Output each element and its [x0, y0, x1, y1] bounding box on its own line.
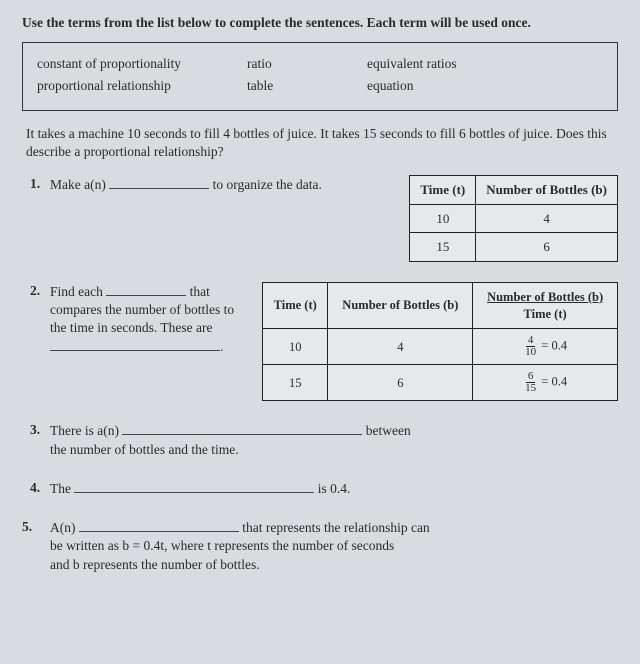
- table-cell: 6: [328, 365, 473, 401]
- table-cell: 15: [263, 365, 328, 401]
- question-1: 1. Make a(n) to organize the data. Time …: [22, 175, 618, 262]
- problem-statement: It takes a machine 10 seconds to fill 4 …: [22, 125, 618, 161]
- q2-period: .: [220, 339, 223, 354]
- term-cell: equation: [367, 77, 603, 95]
- q5-line3: and b represents the number of bottles.: [50, 557, 260, 572]
- q5-line2: be written as b = 0.4t, where t represen…: [50, 538, 394, 553]
- q4-pre: The: [50, 481, 71, 496]
- table-header: Number of Bottles (b): [476, 176, 618, 205]
- q1-pre: Make a(n): [50, 177, 106, 192]
- fill-blank[interactable]: [74, 479, 314, 493]
- table-row: 15 6 615 = 0.4: [263, 365, 618, 401]
- table-header: Time (t): [410, 176, 476, 205]
- table-cell: 4: [328, 329, 473, 365]
- item-number: 2.: [22, 282, 50, 402]
- fill-blank[interactable]: [106, 282, 186, 296]
- item-number: 5.: [22, 518, 50, 574]
- term-box: constant of proportionality ratio equiva…: [22, 42, 618, 110]
- table-cell: 4: [476, 204, 618, 233]
- table-row: 10 4: [410, 204, 618, 233]
- table-header: Number of Bottles (b): [328, 282, 473, 329]
- table-header: Time (t): [263, 282, 328, 329]
- term-cell: equivalent ratios: [367, 55, 603, 73]
- question-5: 5. A(n) that represents the relationship…: [22, 518, 618, 574]
- term-cell: table: [247, 77, 367, 95]
- question-2: 2. Find each that compares the number of…: [22, 282, 618, 402]
- q3-pre: There is a(n): [50, 423, 119, 438]
- table-row: 10 4 410 = 0.4: [263, 329, 618, 365]
- data-table-2: Time (t) Number of Bottles (b) Number of…: [262, 282, 618, 402]
- term-cell: proportional relationship: [37, 77, 247, 95]
- instructions-text: Use the terms from the list below to com…: [22, 14, 618, 32]
- table-cell: 615 = 0.4: [473, 365, 618, 401]
- data-table-1: Time (t) Number of Bottles (b) 10 4 15 6: [409, 175, 618, 262]
- table-cell: 10: [410, 204, 476, 233]
- item-number: 4.: [22, 479, 50, 498]
- q5-pre: A(n): [50, 520, 76, 535]
- q2-text: compares the number of bottles to the ti…: [50, 302, 234, 335]
- q3-line2: the number of bottles and the time.: [50, 442, 239, 457]
- fill-blank[interactable]: [109, 175, 209, 189]
- q2-text: that: [190, 284, 210, 299]
- table-header: Number of Bottles (b) Time (t): [473, 282, 618, 329]
- question-3: 3. There is a(n) between the number of b…: [22, 421, 618, 458]
- item-number: 3.: [22, 421, 50, 458]
- term-cell: ratio: [247, 55, 367, 73]
- question-4: 4. The is 0.4.: [22, 479, 618, 498]
- table-cell: 6: [476, 233, 618, 262]
- q3-post: between: [366, 423, 411, 438]
- q2-text: Find each: [50, 284, 103, 299]
- fill-blank[interactable]: [122, 421, 362, 435]
- q4-post: is 0.4.: [318, 481, 351, 496]
- fill-blank[interactable]: [79, 518, 239, 532]
- q1-post: to organize the data.: [213, 177, 322, 192]
- item-number: 1.: [22, 175, 50, 262]
- table-row: 15 6: [410, 233, 618, 262]
- table-cell: 15: [410, 233, 476, 262]
- fill-blank[interactable]: [50, 337, 220, 351]
- q5-post: that represents the relationship can: [242, 520, 429, 535]
- term-cell: constant of proportionality: [37, 55, 247, 73]
- table-cell: 10: [263, 329, 328, 365]
- table-cell: 410 = 0.4: [473, 329, 618, 365]
